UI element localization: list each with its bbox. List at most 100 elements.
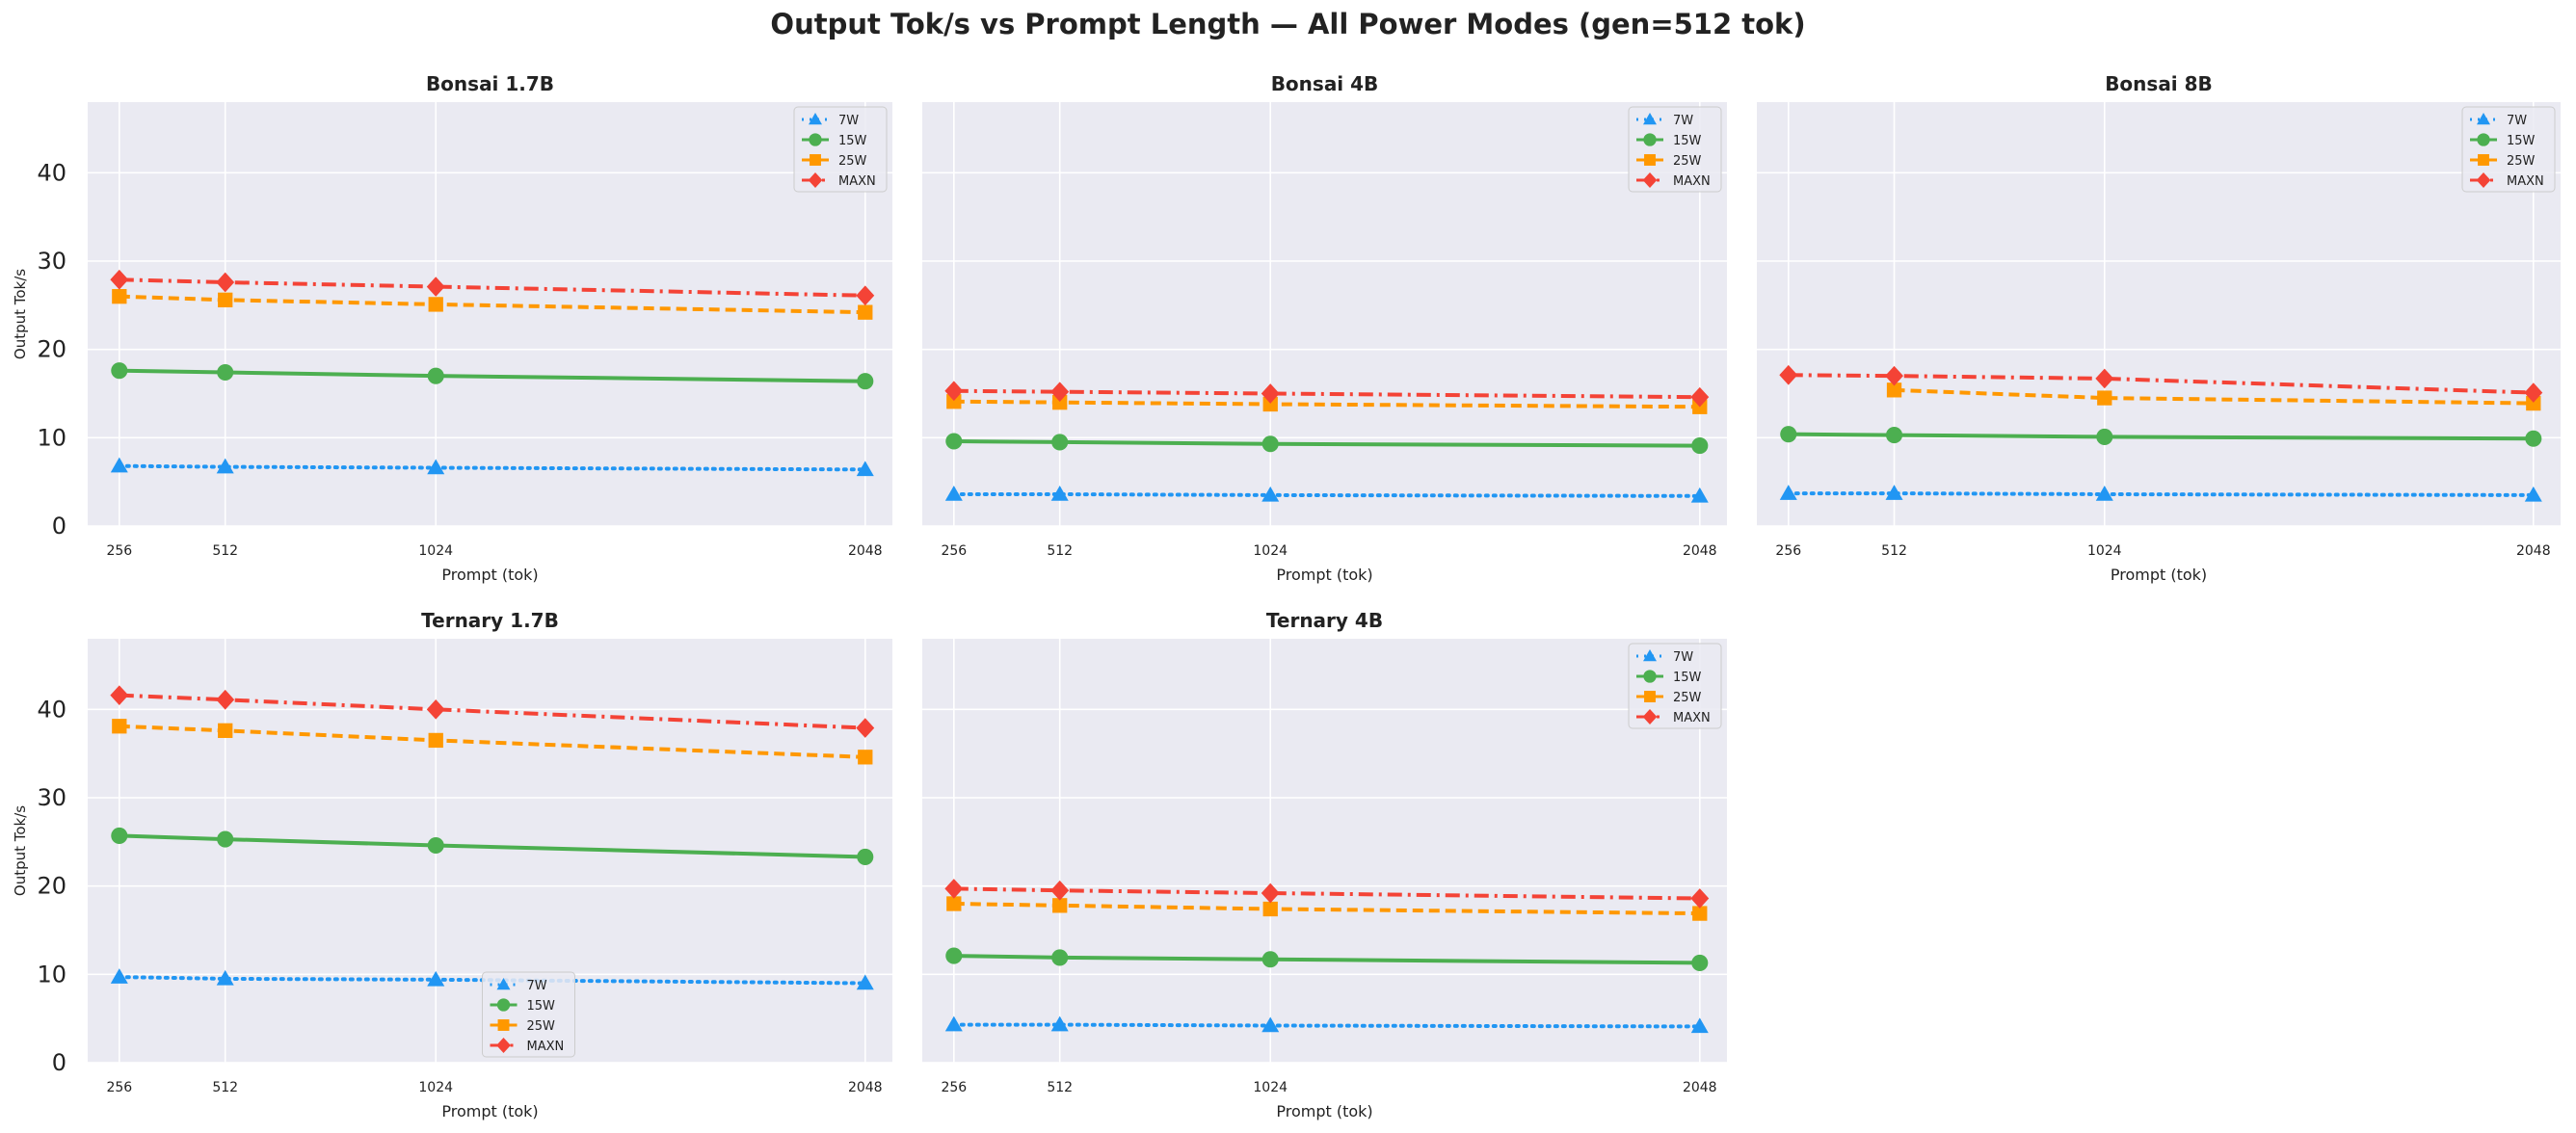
data-point: [1691, 954, 1709, 971]
legend-marker-25w: [497, 1019, 510, 1031]
legend-box: [482, 971, 575, 1058]
legend-marker-7w: [1643, 113, 1657, 125]
x-axis-label: Prompt (tok): [441, 566, 538, 584]
data-point: [1690, 888, 1710, 909]
data-point: [2526, 395, 2541, 411]
series-line: [953, 902, 1700, 916]
x-tick-label: 2048: [848, 543, 883, 559]
series-7w: [110, 457, 874, 477]
data-point: [427, 836, 444, 855]
data-point: [1885, 485, 1903, 500]
x-tick-label: 1024: [1253, 1080, 1288, 1095]
x-tick-label: 256: [106, 1080, 132, 1095]
x-tick-label: 512: [1047, 1080, 1073, 1095]
data-point: [110, 685, 129, 706]
legend-label: 25W: [1673, 154, 1702, 169]
x-tick-label: 512: [212, 543, 238, 559]
data-point: [1885, 427, 1903, 444]
legend-label: MAXN: [1673, 174, 1711, 189]
x-axis-label: Prompt (tok): [1276, 566, 1372, 584]
data-point: [2524, 486, 2542, 502]
data-point: [217, 363, 234, 382]
data-point: [1050, 880, 1070, 901]
data-point: [944, 1015, 963, 1032]
legend-label: 15W: [1673, 671, 1702, 685]
x-axis-label: Prompt (tok): [441, 1102, 538, 1120]
series-7w: [944, 486, 1709, 503]
series-line: [951, 492, 1702, 498]
data-point: [427, 970, 445, 987]
data-point: [856, 461, 874, 477]
series-line: [953, 388, 1700, 400]
series-7w: [944, 1015, 1709, 1034]
legend-label: 7W: [1673, 650, 1693, 665]
data-point: [426, 277, 445, 297]
data-point: [944, 879, 964, 899]
data-point: [1050, 382, 1070, 403]
data-point: [216, 969, 234, 986]
x-tick-label: 512: [1047, 543, 1073, 559]
series-line: [953, 399, 1700, 409]
legend-marker-7w: [1643, 649, 1657, 662]
series-maxn: [110, 685, 875, 738]
data-point: [1692, 906, 1708, 921]
data-point: [1261, 951, 1279, 968]
series-7w: [1779, 485, 2542, 502]
y-tick-label: 10: [37, 424, 66, 451]
subplot-bonsai-4b: 256 512 1024 2048 Prompt (tok) Bonsai 4B 7W 15W…: [922, 72, 1727, 584]
series-15w: [945, 433, 1709, 455]
data-point: [111, 827, 128, 844]
y-tick-label: 20: [37, 336, 66, 363]
legend-label: 25W: [527, 1019, 556, 1034]
data-point: [427, 459, 445, 475]
series-line: [119, 368, 865, 383]
data-point: [1052, 898, 1068, 913]
subplot-title: Bonsai 1.7B: [426, 72, 554, 95]
subplot-title: Bonsai 4B: [1271, 72, 1379, 95]
x-tick-label: 1024: [1253, 543, 1288, 559]
y-tick-label: 0: [52, 513, 66, 540]
data-point: [1691, 437, 1709, 455]
series-7w: [110, 968, 874, 990]
legend-marker-25w: [2478, 154, 2489, 166]
legend-label: 25W: [838, 154, 867, 169]
data-point: [1886, 382, 1902, 398]
legend-marker-7w: [496, 978, 511, 990]
subplot-bonsai-8b: 256 512 1024 2048 Prompt (tok) Bonsai 8B 7W 15W…: [1757, 72, 2561, 584]
series-line: [1788, 432, 2534, 441]
series-maxn: [944, 381, 1710, 408]
legend-marker-maxn: [1642, 708, 1658, 725]
data-point: [2095, 486, 2113, 501]
x-tick-label: 256: [941, 1080, 967, 1095]
subplot-title: Ternary 4B: [1266, 609, 1383, 632]
x-tick-label: 2048: [1683, 543, 1717, 559]
series-maxn: [944, 879, 1710, 909]
data-point: [1779, 485, 1797, 500]
data-point: [856, 974, 874, 990]
data-point: [1779, 364, 1798, 385]
x-tick-label: 512: [1881, 543, 1907, 559]
data-point: [1262, 901, 1278, 917]
subplot-title: Bonsai 8B: [2105, 72, 2213, 95]
data-point: [945, 433, 963, 450]
subplot-title: Ternary 1.7B: [421, 609, 559, 632]
data-point: [1261, 486, 1280, 502]
legend-label: 15W: [838, 134, 867, 148]
series-line: [951, 1022, 1702, 1029]
legend-label: 15W: [2507, 134, 2536, 148]
data-point: [216, 689, 235, 710]
legend: 7W 15W 25W MAXN: [1628, 643, 1722, 729]
legend: 7W 15W 25W MAXN: [1628, 106, 1722, 193]
data-point: [946, 394, 962, 409]
data-point: [1885, 365, 1903, 386]
legend-box: [1628, 106, 1722, 193]
legend-label: MAXN: [2507, 174, 2544, 189]
series-25w: [112, 719, 873, 765]
data-point: [856, 718, 875, 738]
legend-marker-15w: [2477, 133, 2490, 146]
x-tick-label: 2048: [848, 1080, 883, 1095]
series-line: [119, 724, 865, 759]
data-point: [1262, 396, 1278, 412]
legend-marker-maxn: [808, 171, 823, 189]
